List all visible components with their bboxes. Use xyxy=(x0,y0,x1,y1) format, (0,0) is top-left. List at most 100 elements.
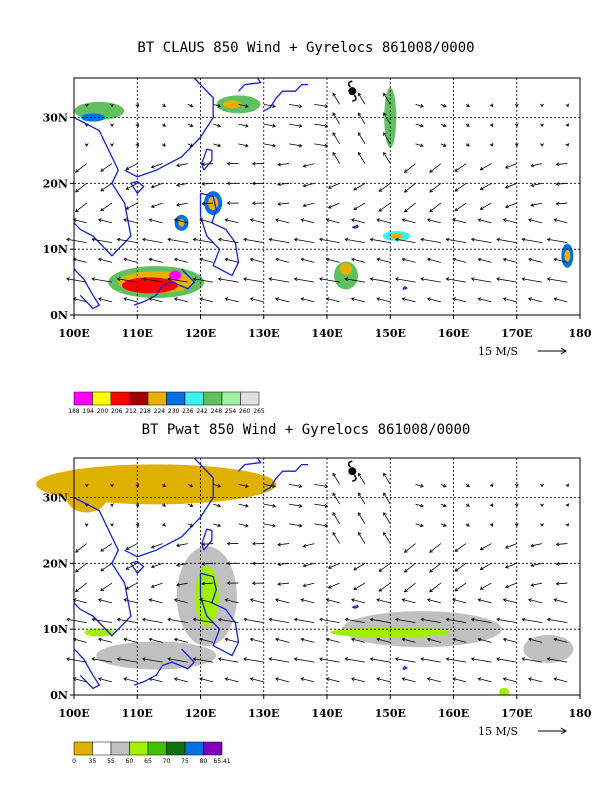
wind-arrowhead xyxy=(176,543,180,548)
coastline xyxy=(201,148,213,171)
wind-vector xyxy=(376,298,391,303)
wind-arrowhead xyxy=(189,103,194,108)
panel2-title: BT Pwat 850 Wind + Gyrelocs 861008/0000 xyxy=(141,422,471,438)
wind-vector xyxy=(225,599,239,604)
wind-arrowhead xyxy=(530,543,535,548)
wind-arrowhead xyxy=(251,581,256,586)
wind-vector xyxy=(301,298,315,303)
wind-vector xyxy=(123,599,138,604)
wind-arrowhead xyxy=(226,161,231,166)
wind-arrowhead xyxy=(357,512,362,516)
wind-vector xyxy=(358,512,366,525)
wind-arrowhead xyxy=(565,483,570,488)
wind-vector xyxy=(66,658,87,663)
wind-vector xyxy=(92,658,113,663)
wind-vector xyxy=(250,219,264,224)
wind-vector xyxy=(199,638,214,643)
wind-vector xyxy=(379,202,391,212)
wind-arrowhead xyxy=(226,581,231,586)
wind-arrowhead xyxy=(84,523,89,527)
wind-vector xyxy=(478,599,492,604)
wind-arrowhead xyxy=(189,483,194,488)
field-region xyxy=(330,627,451,638)
wind-arrowhead xyxy=(123,257,128,262)
wind-vector xyxy=(100,563,113,572)
wind-vector xyxy=(402,298,416,303)
wind-arrowhead xyxy=(332,112,336,117)
wind-vector xyxy=(528,638,543,643)
wind-arrowhead xyxy=(243,237,247,242)
coastline xyxy=(73,648,101,690)
wind-vector xyxy=(319,658,340,663)
coastline xyxy=(124,77,214,178)
wind-vector xyxy=(395,278,416,283)
wind-vector xyxy=(415,103,424,107)
wind-vector xyxy=(238,523,249,527)
wind-vector xyxy=(263,123,276,127)
wind-vector xyxy=(402,678,416,683)
wind-arrowhead xyxy=(454,207,459,212)
wind-vector xyxy=(275,599,290,604)
wind-vector xyxy=(345,658,366,663)
wind-vector xyxy=(528,678,543,683)
wind-vector xyxy=(123,219,138,224)
wind-vector xyxy=(345,618,366,623)
wind-arrowhead xyxy=(268,277,273,282)
wind-vector xyxy=(149,258,163,263)
wind-arrowhead xyxy=(201,182,206,186)
colorbar-label: 230 xyxy=(168,408,180,415)
wind-arrowhead xyxy=(489,483,494,488)
wind-vector xyxy=(303,163,315,167)
wind-vector xyxy=(556,562,568,565)
field-region xyxy=(121,277,178,294)
wind-arrowhead xyxy=(383,92,387,97)
wind-vector xyxy=(73,599,87,604)
wind-arrowhead xyxy=(420,143,424,148)
y-tick-label: 20N xyxy=(43,557,68,570)
wind-vector xyxy=(314,143,328,147)
wind-vector xyxy=(351,258,366,263)
colorbar-label: 55 xyxy=(107,758,115,765)
wind-vector xyxy=(522,278,543,283)
wind-arrowhead xyxy=(150,184,155,189)
wind-vector xyxy=(358,532,366,544)
wind-vector xyxy=(478,638,492,643)
wind-arrowhead xyxy=(217,617,222,622)
wind-arrowhead xyxy=(189,503,194,508)
wind-arrowhead xyxy=(452,677,456,681)
wind-vector xyxy=(505,163,517,169)
wind-arrowhead xyxy=(135,523,139,527)
wind-arrowhead xyxy=(201,581,206,586)
wind-vector xyxy=(225,638,239,643)
wind-arrowhead xyxy=(357,492,362,497)
wind-vector xyxy=(126,163,138,170)
wind-vector xyxy=(452,219,467,224)
wind-arrowhead xyxy=(275,677,279,681)
wind-arrowhead xyxy=(555,201,560,206)
x-tick-label: 130E xyxy=(248,327,279,340)
wind-vector xyxy=(250,678,264,683)
wind-vector xyxy=(383,492,391,505)
wind-arrowhead xyxy=(452,637,456,642)
wind-arrowhead xyxy=(300,257,305,262)
wind-arrowhead xyxy=(224,218,229,222)
wind-arrowhead xyxy=(479,206,484,210)
wind-arrowhead xyxy=(293,277,298,282)
wind-vector xyxy=(556,202,568,205)
wind-arrowhead xyxy=(97,677,102,681)
wind-vector xyxy=(238,483,249,487)
wind-vector xyxy=(301,638,315,643)
wind-arrowhead xyxy=(217,104,222,108)
ref-vector-label: 15 M/S xyxy=(478,345,518,358)
wind-vector xyxy=(351,599,366,604)
field-region xyxy=(178,218,185,227)
wind-arrowhead xyxy=(553,257,558,262)
wind-vector xyxy=(328,202,340,209)
wind-vector xyxy=(554,638,568,643)
wind-arrowhead xyxy=(176,582,180,587)
wind-vector xyxy=(383,93,391,105)
wind-vector xyxy=(275,258,290,263)
colorbar-swatch xyxy=(166,741,186,756)
wind-arrowhead xyxy=(272,143,276,148)
wind-vector xyxy=(353,562,366,571)
